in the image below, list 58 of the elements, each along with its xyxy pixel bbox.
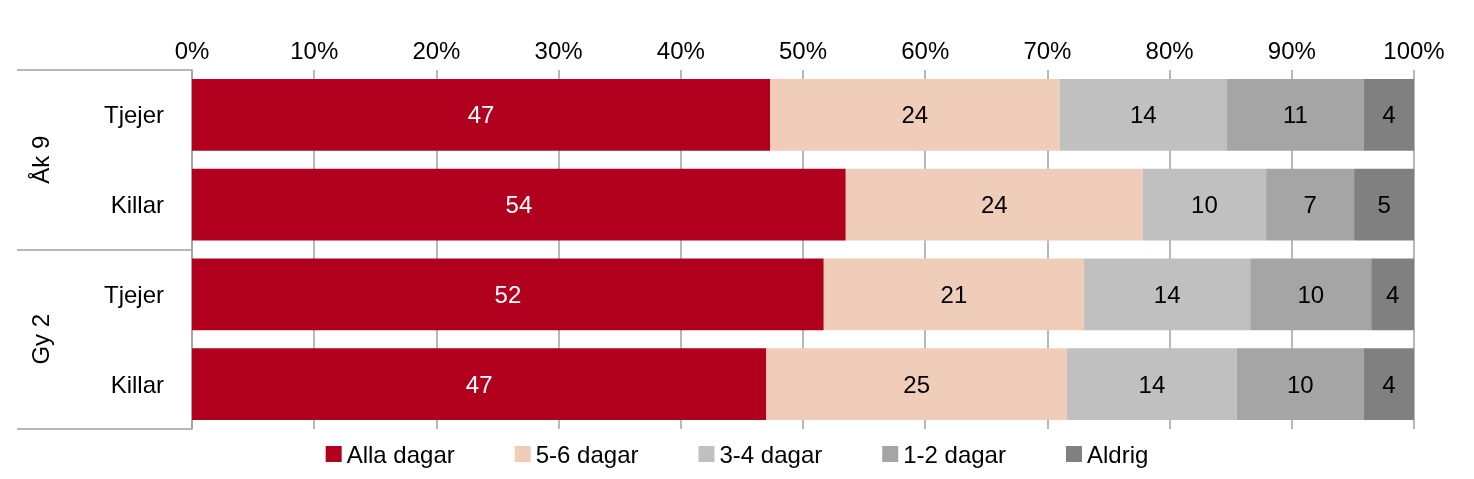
y-tick-label: Tjejer bbox=[103, 280, 164, 308]
bar bbox=[1371, 258, 1414, 331]
text: Åk 9 bbox=[26, 135, 54, 184]
legend-label: 3-4 dagar bbox=[719, 440, 823, 468]
data-label: 25 bbox=[903, 370, 930, 398]
data-label: 10 bbox=[1297, 280, 1325, 308]
legend-label: Aldrig bbox=[1086, 440, 1149, 468]
data-label: 10 bbox=[1191, 191, 1218, 219]
data-label: 10 bbox=[1287, 370, 1314, 398]
legend-label: 5-6 dagar bbox=[535, 440, 639, 468]
text: Gy 2 bbox=[26, 313, 54, 365]
bar bbox=[1142, 168, 1267, 241]
x-tick-label: 30% bbox=[534, 36, 583, 64]
bar bbox=[845, 168, 1143, 241]
bar bbox=[1059, 78, 1228, 151]
data-label: 4 bbox=[1382, 370, 1396, 398]
data-label: 54 bbox=[505, 191, 533, 219]
x-tick-label: 60% bbox=[901, 36, 950, 64]
bar bbox=[1084, 258, 1251, 331]
x-tick-label: 80% bbox=[1145, 36, 1194, 64]
x-tick-label: 20% bbox=[412, 36, 461, 64]
data-label: 47 bbox=[467, 101, 495, 129]
legend-label: 1-2 dagar bbox=[903, 440, 1006, 468]
data-label: 47 bbox=[465, 370, 493, 398]
x-tick-label: 40% bbox=[656, 36, 705, 64]
data-label: 14 bbox=[1138, 370, 1166, 398]
y-tick-label: Killar bbox=[110, 370, 165, 398]
x-tick-label: 10% bbox=[290, 36, 339, 64]
data-label: 11 bbox=[1283, 101, 1308, 129]
data-label: 4 bbox=[1382, 101, 1396, 129]
bar bbox=[1066, 348, 1237, 421]
data-label: 14 bbox=[1153, 280, 1181, 308]
bar bbox=[1354, 168, 1414, 241]
data-label: 21 bbox=[940, 280, 968, 308]
y-tick-label: Tjejer bbox=[103, 101, 164, 129]
legend-label: Alla dagar bbox=[346, 440, 455, 468]
data-label: 7 bbox=[1303, 191, 1317, 219]
data-label: 24 bbox=[980, 191, 1008, 219]
x-tick-label: 90% bbox=[1267, 36, 1316, 64]
x-tick-label: 70% bbox=[1023, 36, 1072, 64]
data-label: 14 bbox=[1129, 101, 1157, 129]
x-tick-label: 50% bbox=[778, 36, 828, 64]
x-tick-label: 0% bbox=[174, 36, 210, 64]
bar bbox=[1363, 348, 1414, 421]
bar bbox=[192, 258, 824, 331]
data-label: 24 bbox=[901, 101, 929, 129]
data-label: 52 bbox=[494, 280, 522, 308]
bar bbox=[192, 78, 771, 151]
bar bbox=[192, 348, 767, 421]
data-label: 4 bbox=[1385, 280, 1400, 308]
bar bbox=[192, 168, 846, 241]
bar bbox=[766, 348, 1067, 421]
bar bbox=[770, 78, 1060, 151]
bar bbox=[1363, 78, 1414, 151]
y-tick-label: Killar bbox=[110, 191, 165, 219]
bar bbox=[823, 258, 1085, 331]
data-label: 5 bbox=[1377, 191, 1391, 219]
x-tick-label: 100% bbox=[1383, 36, 1445, 64]
